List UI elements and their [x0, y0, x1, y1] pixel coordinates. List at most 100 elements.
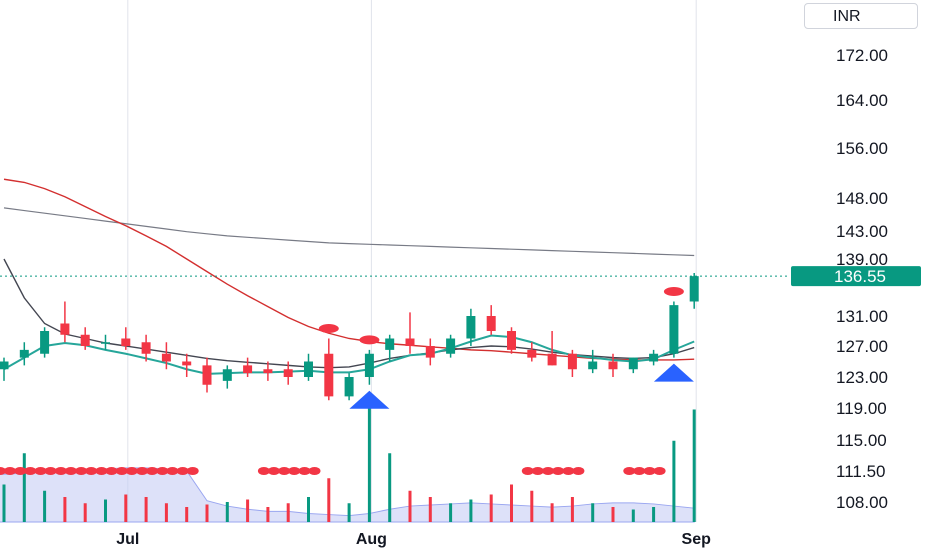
volume-bar	[225, 502, 229, 522]
candle-body	[567, 353, 577, 370]
squeeze-dot	[643, 467, 656, 475]
volume-bar	[692, 409, 696, 522]
squeeze-dot	[542, 467, 555, 475]
volume-bar	[63, 497, 67, 522]
candle-body	[547, 353, 557, 366]
currency-label[interactable]: INR	[804, 3, 918, 29]
price-tick-label: 172.00	[836, 46, 888, 65]
volume-bar	[327, 478, 331, 522]
volume-bar	[43, 490, 47, 522]
time-tick-label: Aug	[356, 531, 387, 548]
price-tick-label: 148.00	[836, 189, 888, 208]
candle-body	[243, 365, 253, 374]
ma-fast-line	[3, 334, 695, 375]
squeeze-dot	[166, 467, 179, 475]
candle-body	[669, 305, 679, 354]
candle-body	[19, 349, 29, 358]
volume-bar	[631, 509, 635, 522]
volume-bar	[144, 497, 148, 522]
candle-body	[385, 338, 395, 350]
ma-slow-line	[3, 178, 695, 361]
squeeze-dot	[176, 467, 189, 475]
price-tick-label: 131.00	[836, 307, 888, 326]
candle-body	[40, 331, 50, 354]
squeeze-dot	[44, 467, 57, 475]
volume-bar	[530, 490, 534, 522]
volume-bar	[591, 503, 595, 522]
price-tick-label: 156.00	[836, 139, 888, 158]
candle-body	[425, 346, 435, 358]
sell-signal-marker	[663, 287, 684, 296]
volume-bar	[388, 453, 392, 522]
squeeze-dot	[267, 467, 280, 475]
squeeze-dot	[14, 467, 27, 475]
squeeze-dot	[156, 467, 169, 475]
moving-average-layer	[3, 178, 695, 375]
volume-bar	[408, 490, 412, 522]
volume-bar	[367, 397, 371, 522]
volume-bar	[83, 503, 87, 522]
volume-bar	[611, 507, 615, 522]
price-tick-label: 123.00	[836, 368, 888, 387]
candle-body	[628, 357, 638, 370]
candle-body	[608, 361, 618, 370]
squeeze-dot	[257, 467, 270, 475]
squeeze-dot	[633, 467, 646, 475]
volume-bar	[672, 440, 676, 522]
volume-bar	[449, 503, 453, 522]
volume-bar	[164, 503, 168, 522]
last-price-badge	[791, 266, 921, 287]
squeeze-dot	[24, 467, 37, 475]
squeeze-dot	[521, 467, 534, 475]
candle-body	[507, 331, 516, 350]
volume-bar	[205, 504, 209, 522]
ma-long-line	[3, 207, 695, 257]
squeeze-dot	[75, 467, 88, 475]
squeeze-dot	[125, 467, 138, 475]
price-tick-label: 115.00	[836, 431, 887, 450]
volume-bar	[246, 499, 250, 522]
squeeze-dot	[146, 467, 159, 475]
volume-bar	[550, 503, 554, 522]
candle-layer	[0, 273, 699, 401]
volume-bar	[489, 494, 493, 522]
squeeze-dot	[64, 467, 77, 475]
axis-layer: 136.55 172.00 164.00 156.00 148.00 143.00 139.…	[0, 46, 921, 548]
squeeze-dot	[54, 467, 67, 475]
squeeze-dot	[4, 467, 16, 475]
time-tick-label: Sep	[682, 531, 712, 548]
buy-signal-marker	[653, 363, 694, 382]
candle-body	[324, 353, 334, 397]
squeeze-dot	[0, 467, 6, 475]
squeeze-dot	[308, 467, 321, 475]
candle-body	[486, 316, 496, 331]
volume-bar	[266, 507, 270, 522]
candle-body	[121, 338, 131, 346]
squeeze-dot	[653, 467, 666, 475]
price-tick-label: 127.00	[836, 337, 888, 356]
volume-bar	[104, 499, 107, 522]
candle-body	[182, 361, 192, 366]
candle-body	[344, 377, 354, 397]
candle-body	[283, 369, 293, 377]
squeeze-dot	[115, 467, 128, 475]
candle-body	[101, 342, 110, 344]
price-tick-label: 139.00	[836, 250, 888, 269]
candle-body	[222, 369, 232, 381]
volume-bar	[652, 507, 656, 522]
candle-body	[527, 349, 537, 358]
volume-bar	[22, 453, 26, 522]
candle-body	[161, 353, 171, 362]
squeeze-dot	[278, 467, 291, 475]
candle-body	[364, 353, 374, 377]
volume-layer	[0, 397, 696, 523]
squeeze-dot	[186, 467, 199, 475]
volume-bar	[428, 497, 432, 522]
squeeze-dot	[85, 467, 98, 475]
candle-body	[466, 316, 476, 339]
volume-bar	[286, 503, 290, 522]
sell-signal-marker	[318, 324, 339, 333]
volume-bar	[570, 497, 574, 522]
